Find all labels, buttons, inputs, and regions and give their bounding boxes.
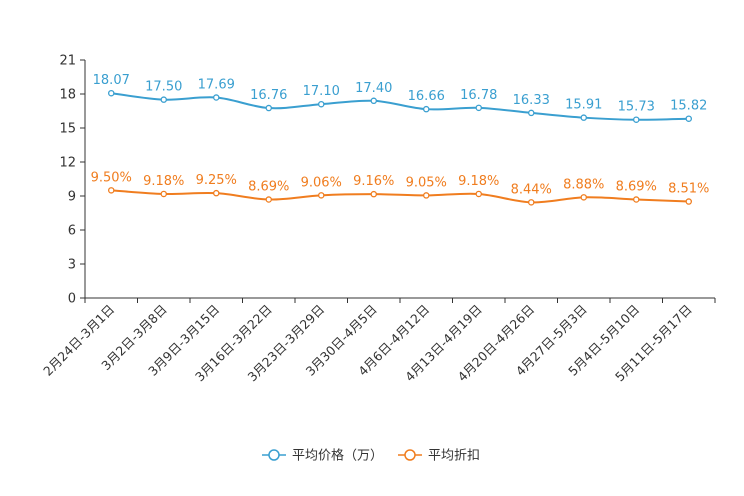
data-point[interactable] <box>317 100 325 108</box>
data-point[interactable] <box>422 192 430 199</box>
data-point[interactable] <box>370 190 377 198</box>
data-label: 9.18% <box>458 174 499 189</box>
data-label: 16.66 <box>408 89 445 104</box>
legend-label: 平均价格（万） <box>292 448 383 464</box>
data-label: 8.69% <box>616 180 657 195</box>
data-point[interactable] <box>580 194 588 201</box>
legend-item-2[interactable]: 平均折扣 <box>398 449 480 464</box>
series-1: 18.07 17.50 17.69 16.76 17.10 17.40 16.66 16.78… <box>93 73 707 123</box>
data-point[interactable] <box>475 190 482 198</box>
data-point[interactable] <box>108 89 115 97</box>
y-tick-label: 21 <box>59 54 76 69</box>
data-label: 15.82 <box>670 99 707 114</box>
axes: 0369121518212月24日-3月1日3月2日-3月8日3月9日-3月15… <box>40 54 716 384</box>
data-label: 15.73 <box>618 100 655 115</box>
series-layer: 18.07 17.50 17.69 16.76 17.10 17.40 16.66 16.78… <box>91 73 709 206</box>
data-label: 8.44% <box>511 182 552 197</box>
data-point[interactable] <box>685 115 693 122</box>
data-point[interactable] <box>528 109 535 117</box>
data-label: 9.18% <box>143 174 184 189</box>
data-label: 17.10 <box>303 84 340 99</box>
data-point[interactable] <box>633 196 640 203</box>
data-label: 16.76 <box>250 88 287 103</box>
data-label: 16.78 <box>460 88 497 103</box>
data-label: 8.51% <box>668 182 709 197</box>
series-line <box>111 92 689 121</box>
data-label: 9.50% <box>91 170 132 185</box>
legend-marker <box>268 449 280 461</box>
data-label: 9.05% <box>406 175 447 190</box>
data-label: 15.91 <box>565 98 602 113</box>
data-label: 8.69% <box>248 180 289 195</box>
data-label: 8.88% <box>563 177 604 192</box>
data-point[interactable] <box>212 94 220 101</box>
data-label: 9.06% <box>301 175 342 190</box>
data-point[interactable] <box>265 104 272 112</box>
legend-marker <box>404 449 416 461</box>
data-label: 16.33 <box>513 93 550 108</box>
data-point[interactable] <box>108 187 115 194</box>
data-label: 17.50 <box>145 80 182 95</box>
y-tick-label: 6 <box>68 224 76 239</box>
data-point[interactable] <box>633 116 640 123</box>
data-label: 17.69 <box>198 78 235 93</box>
data-label: 9.16% <box>353 174 394 189</box>
data-label: 9.25% <box>196 173 237 188</box>
y-tick-label: 15 <box>59 122 76 137</box>
y-tick-label: 3 <box>68 258 76 273</box>
data-point[interactable] <box>370 97 377 105</box>
data-point[interactable] <box>160 190 167 198</box>
y-tick-label: 9 <box>68 190 76 205</box>
data-point[interactable] <box>212 189 220 197</box>
data-point[interactable] <box>685 198 693 205</box>
series-2: 9.50% 9.18% 9.25% 8.69% 9.06% 9.16% 9.05% 9.18%… <box>91 170 709 206</box>
data-label: 18.07 <box>93 73 130 88</box>
y-tick-label: 0 <box>68 292 76 307</box>
legend[interactable]: 平均价格（万） 平均折扣 <box>262 448 480 464</box>
data-point[interactable] <box>475 104 482 112</box>
data-point[interactable] <box>317 192 325 199</box>
y-tick-label: 18 <box>59 88 76 103</box>
data-label: 17.40 <box>355 81 392 96</box>
legend-item-1[interactable]: 平均价格（万） <box>262 448 383 464</box>
data-point[interactable] <box>528 199 535 206</box>
data-point[interactable] <box>160 96 167 103</box>
y-tick-label: 12 <box>59 156 76 171</box>
data-point[interactable] <box>422 105 430 113</box>
series-line <box>111 189 689 204</box>
data-point[interactable] <box>265 196 272 203</box>
data-point[interactable] <box>580 114 588 121</box>
legend-label: 平均折扣 <box>428 449 480 464</box>
